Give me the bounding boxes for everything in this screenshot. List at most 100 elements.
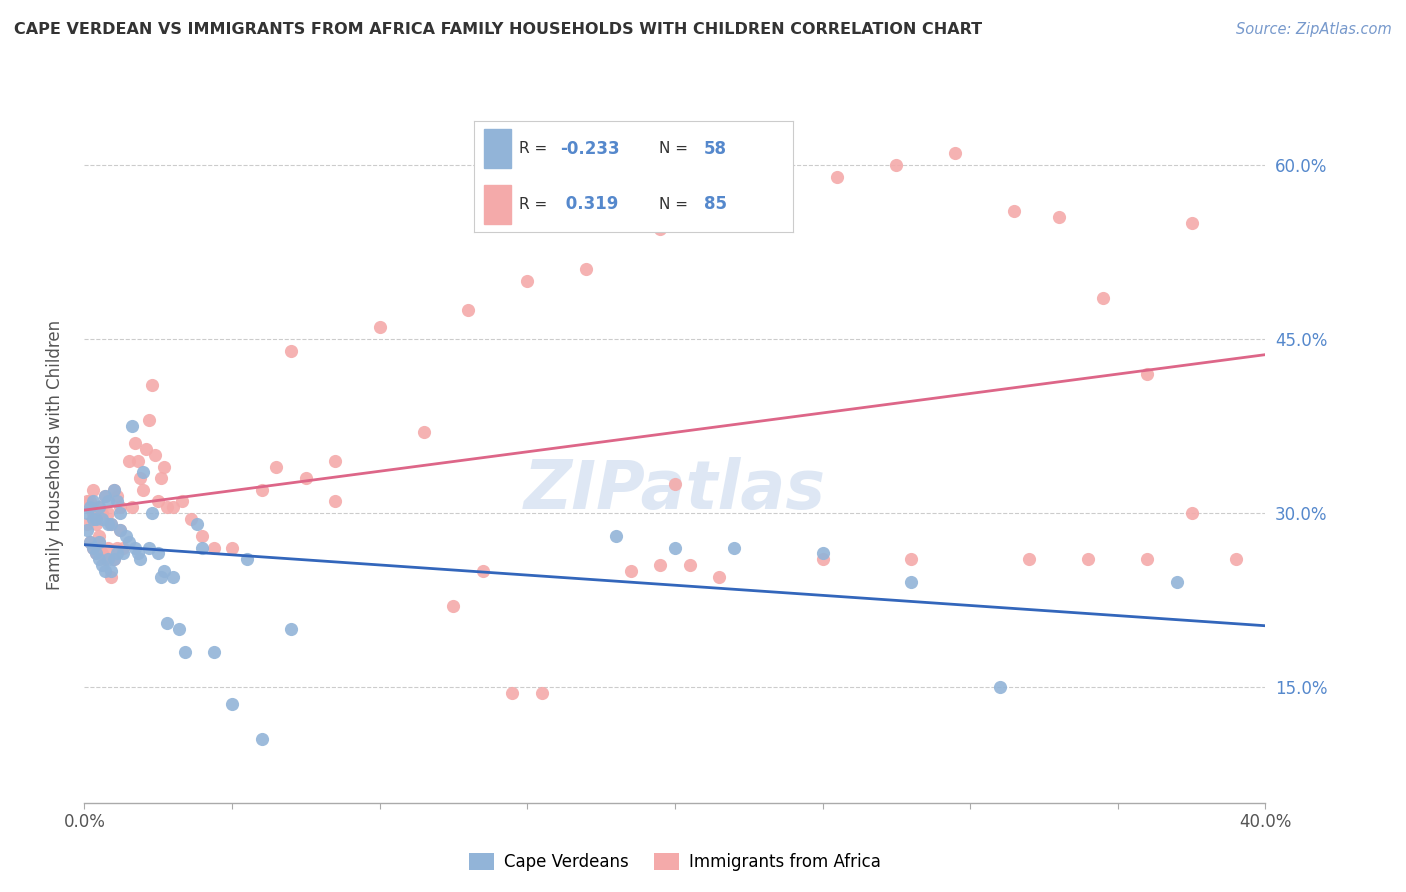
- Point: [97, 494, 120, 508]
- Point: [1018, 552, 1040, 566]
- Point: [105, 494, 128, 508]
- Point: [89, 500, 111, 514]
- Point: [170, 494, 193, 508]
- Point: [250, 731, 273, 746]
- Point: [76, 523, 98, 537]
- Point: [900, 575, 922, 590]
- Point: [1136, 552, 1159, 566]
- Point: [264, 459, 288, 474]
- Point: [97, 552, 120, 566]
- Point: [501, 685, 523, 699]
- Point: [89, 500, 111, 514]
- Point: [89, 529, 111, 543]
- Point: [124, 436, 146, 450]
- Point: [103, 483, 125, 497]
- Point: [162, 500, 184, 514]
- Point: [575, 262, 598, 277]
- Point: [368, 320, 391, 334]
- Point: [143, 448, 166, 462]
- Point: [118, 534, 141, 549]
- Point: [82, 483, 104, 497]
- Point: [91, 546, 114, 561]
- Point: [108, 523, 131, 537]
- Point: [100, 517, 122, 532]
- Point: [127, 546, 149, 561]
- Point: [111, 541, 134, 555]
- Point: [79, 494, 101, 508]
- Point: [1004, 204, 1026, 219]
- Point: [295, 471, 318, 485]
- Point: [76, 517, 98, 532]
- Point: [132, 483, 155, 497]
- Point: [89, 552, 111, 566]
- Point: [108, 523, 131, 537]
- Text: Source: ZipAtlas.com: Source: ZipAtlas.com: [1236, 22, 1392, 37]
- Point: [94, 489, 117, 503]
- Point: [173, 645, 195, 659]
- Point: [76, 494, 98, 508]
- Point: [129, 552, 152, 566]
- Point: [723, 541, 745, 555]
- Point: [100, 517, 122, 532]
- Point: [105, 489, 128, 503]
- Point: [413, 425, 436, 439]
- Point: [250, 483, 273, 497]
- Point: [79, 534, 101, 549]
- Point: [1092, 291, 1115, 305]
- Point: [709, 570, 731, 584]
- Point: [97, 506, 120, 520]
- Point: [127, 453, 149, 467]
- Point: [221, 541, 243, 555]
- Point: [79, 500, 101, 514]
- Point: [89, 534, 111, 549]
- Point: [323, 453, 347, 467]
- Point: [280, 622, 302, 636]
- Point: [91, 511, 114, 525]
- Point: [82, 541, 104, 555]
- Point: [84, 511, 107, 525]
- Point: [827, 169, 849, 184]
- Text: CAPE VERDEAN VS IMMIGRANTS FROM AFRICA FAMILY HOUSEHOLDS WITH CHILDREN CORRELATI: CAPE VERDEAN VS IMMIGRANTS FROM AFRICA F…: [14, 22, 983, 37]
- Point: [79, 534, 101, 549]
- Point: [202, 645, 225, 659]
- Point: [457, 302, 479, 317]
- Point: [180, 511, 202, 525]
- Point: [648, 221, 672, 235]
- Point: [82, 511, 104, 525]
- Point: [472, 564, 495, 578]
- Point: [100, 570, 122, 584]
- Point: [97, 541, 120, 555]
- Point: [138, 541, 160, 555]
- Point: [752, 181, 775, 195]
- Text: ZIPatlas: ZIPatlas: [524, 457, 825, 523]
- Point: [82, 506, 104, 520]
- Point: [100, 564, 122, 578]
- Point: [121, 500, 143, 514]
- Point: [82, 494, 104, 508]
- Point: [202, 541, 225, 555]
- Point: [191, 541, 214, 555]
- Point: [945, 146, 967, 161]
- Point: [153, 459, 176, 474]
- Point: [1166, 575, 1188, 590]
- Point: [105, 546, 128, 561]
- Point: [108, 500, 131, 514]
- Point: [1077, 552, 1099, 566]
- Point: [124, 541, 146, 555]
- Point: [221, 698, 243, 712]
- Point: [118, 453, 141, 467]
- Point: [664, 541, 686, 555]
- Legend: Cape Verdeans, Immigrants from Africa: Cape Verdeans, Immigrants from Africa: [463, 847, 887, 878]
- Point: [141, 506, 163, 520]
- Point: [76, 506, 98, 520]
- Point: [94, 564, 117, 578]
- Point: [97, 517, 120, 532]
- Point: [191, 529, 214, 543]
- Point: [811, 546, 834, 561]
- Point: [1047, 210, 1070, 224]
- Point: [84, 517, 107, 532]
- Point: [162, 570, 184, 584]
- Point: [811, 552, 834, 566]
- Point: [103, 483, 125, 497]
- Point: [988, 680, 1011, 694]
